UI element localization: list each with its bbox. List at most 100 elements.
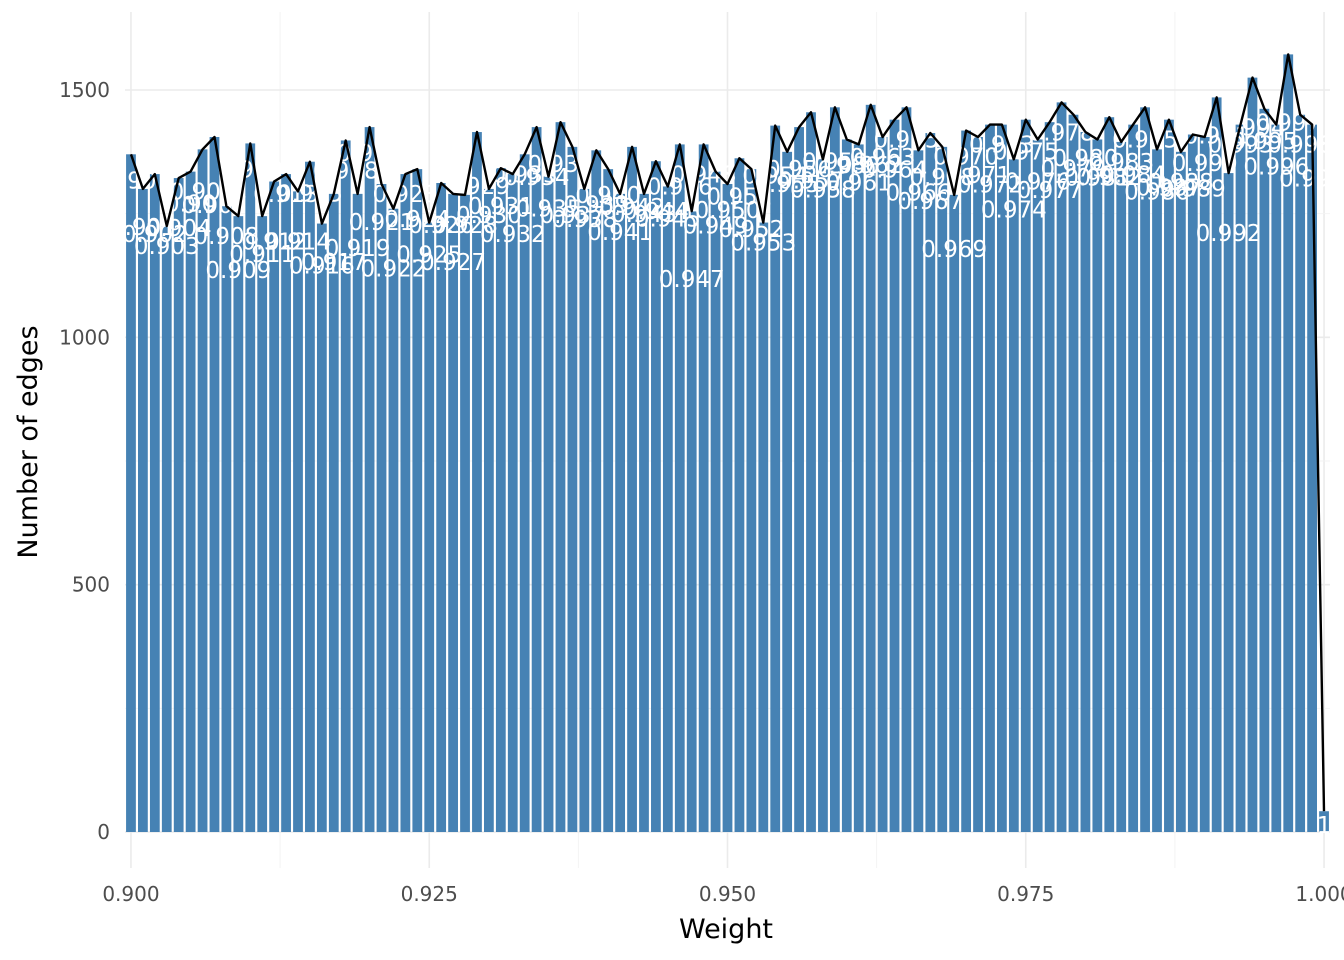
- histogram-bar: [388, 208, 399, 833]
- y-tick-label: 1500: [59, 78, 110, 102]
- bar-value-label: 0.910: [217, 157, 283, 183]
- histogram-bar: [483, 188, 494, 832]
- bar-value-label: 0.999: [1279, 167, 1344, 193]
- bar-value-label: 0.959: [802, 149, 868, 175]
- bar-value-label: 0.973: [969, 133, 1035, 159]
- bar-value-label: 0.967: [897, 189, 963, 215]
- bar-value-label: 0.912: [241, 230, 307, 256]
- histogram-bar: [615, 193, 626, 832]
- histogram-bar: [1187, 134, 1198, 832]
- histogram-bar: [1259, 108, 1270, 832]
- bar-value-label: 0.968: [909, 165, 975, 191]
- histogram-bar: [746, 169, 757, 832]
- bar-value-label: 0.965: [874, 127, 940, 153]
- histogram-bar: [1020, 119, 1031, 833]
- bar-value-label: 0.902: [122, 222, 188, 248]
- bar-value-label: 0.961: [826, 170, 892, 196]
- histogram-bar: [245, 143, 256, 832]
- histogram-bar: [281, 174, 291, 833]
- x-tick-label: 1.000: [1295, 882, 1344, 906]
- histogram-bar: [865, 104, 876, 833]
- bar-value-label: 0.969: [921, 237, 987, 263]
- histogram-bar: [734, 158, 745, 832]
- histogram-bar: [1080, 132, 1091, 833]
- histogram-bar: [591, 150, 602, 832]
- bar-value-label: 0.995: [1231, 129, 1297, 155]
- histogram-bar: [925, 133, 936, 832]
- bar-value-label: 0.940: [575, 183, 641, 209]
- bar-value-label: 0.931: [468, 194, 534, 220]
- histogram-bar: [316, 223, 327, 832]
- histogram-bar: [1116, 141, 1127, 832]
- histogram-bar: [1032, 139, 1043, 832]
- histogram-bar: [1223, 173, 1234, 832]
- bar-value-label: 0.946: [647, 174, 713, 200]
- bar-value-label: 0.914: [265, 229, 331, 255]
- histogram-bar: [722, 183, 733, 832]
- bar-value-label: 0.977: [1017, 178, 1083, 204]
- histogram-bar: [376, 183, 387, 832]
- histogram-bar: [436, 182, 447, 833]
- histogram-bar: [1044, 122, 1055, 833]
- bar-value-label: 0.978: [1029, 120, 1095, 146]
- histogram-bar: [209, 136, 220, 832]
- histogram-bar: [1271, 124, 1282, 833]
- bar-value-label: 0.957: [778, 168, 844, 194]
- bar-value-label: 0.951: [707, 184, 773, 210]
- bar-value-label: 0.982: [1076, 165, 1142, 191]
- bar-value-label: 0.935: [516, 197, 582, 223]
- bar-value-label: 0.975: [993, 140, 1059, 166]
- histogram-bar: [1008, 159, 1019, 833]
- histogram-bar: [686, 211, 697, 832]
- bar-value-label: 0.937: [539, 203, 605, 229]
- bar-value-label: 0.948: [671, 162, 737, 188]
- bar-value-label: 0.994: [1220, 116, 1286, 142]
- histogram-bar: [1175, 151, 1186, 833]
- histogram-bar: [555, 122, 566, 833]
- bar-value-label: 0.987: [1136, 176, 1202, 202]
- histogram-bar: [985, 124, 995, 833]
- x-axis-ticks: 0.900 0.925 0.950 0.975 1.000: [102, 882, 1344, 906]
- histogram-bar: [853, 144, 864, 832]
- histogram-bar: [138, 188, 148, 832]
- frequency-line: [129, 53, 1326, 812]
- histogram-bar: [424, 222, 435, 832]
- histogram-bar: [710, 171, 721, 832]
- bar-value-label: 0.938: [551, 207, 617, 233]
- bar-value-label: 0.909: [205, 258, 271, 284]
- bar-value-label: 0.929: [444, 174, 510, 200]
- histogram-bar: [352, 193, 363, 832]
- histogram-bar: [257, 216, 268, 832]
- y-axis-title: Number of edges: [13, 325, 44, 558]
- bar-value-label: 0.950: [695, 198, 761, 224]
- bar-value-label: 0.928: [432, 213, 498, 239]
- bar-value-label: 0.922: [361, 257, 427, 283]
- bar-value-label: 0.963: [850, 145, 916, 171]
- bar-labels: 0.900.9010.9020.9030.9040.900.9060.9070.…: [105, 110, 1344, 839]
- histogram-bar: [173, 178, 184, 832]
- bar-value-label: 0.964: [862, 158, 928, 184]
- histogram-bar: [913, 150, 924, 832]
- histogram-bar: [495, 168, 506, 832]
- histogram-bar: [1247, 77, 1258, 833]
- bar-value-label: 0.986: [1124, 179, 1190, 205]
- histogram-bar: [328, 193, 339, 832]
- bar-value-label: 0.955: [754, 172, 820, 198]
- bar-value-label: 0.980: [1052, 146, 1118, 172]
- bar-value-label: 0.941: [587, 220, 653, 246]
- bar-value-label: 0.972: [957, 173, 1023, 199]
- bar-value-label: 0.976: [1005, 169, 1071, 195]
- histogram-bar: [579, 188, 590, 832]
- histogram-bar: [674, 144, 685, 832]
- histogram-bar: [1152, 149, 1162, 833]
- histogram-bar: [1092, 139, 1103, 832]
- histogram-bar: [293, 191, 303, 832]
- histogram-bar: [460, 194, 470, 833]
- histogram-bar: [758, 222, 769, 832]
- histogram-bar: [185, 171, 196, 832]
- x-tick-label: 0.975: [997, 882, 1054, 906]
- y-tick-label: 1000: [59, 325, 110, 349]
- histogram-bar: [770, 125, 781, 833]
- histogram-bar: [1319, 811, 1329, 832]
- histogram-bar: [901, 107, 912, 832]
